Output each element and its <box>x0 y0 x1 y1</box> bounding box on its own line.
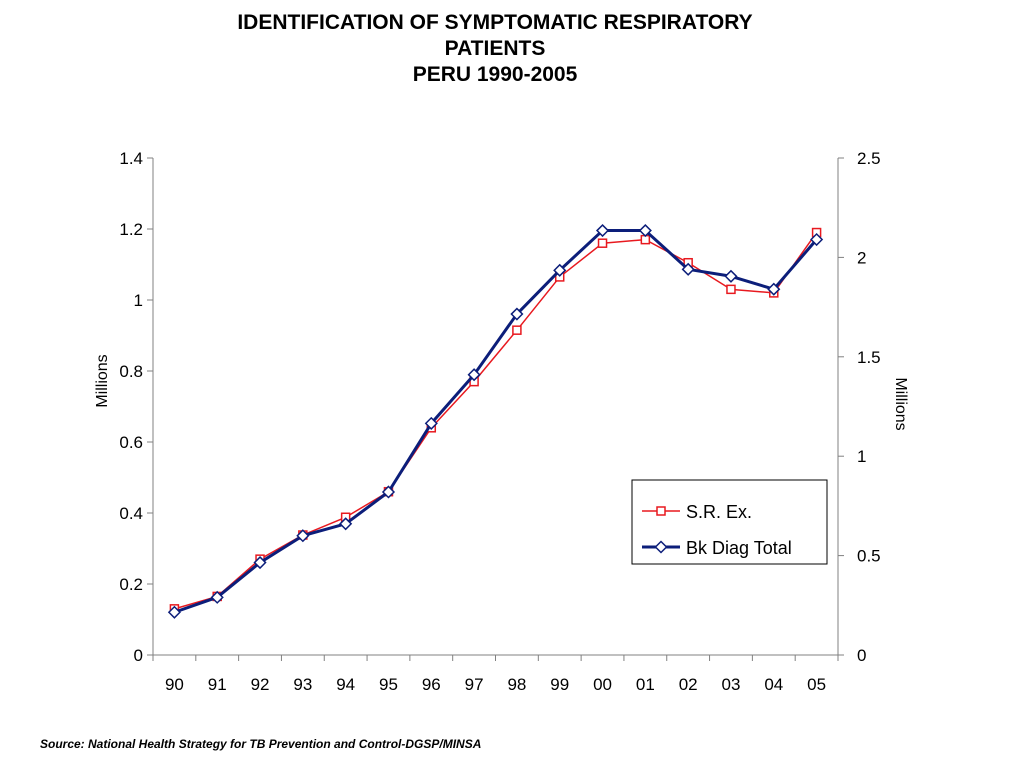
chart-title-line-2: PATIENTS <box>444 37 546 60</box>
data-point-bk-diag-total <box>681 262 695 276</box>
legend-marker <box>654 540 668 554</box>
axes: 0 0.2 0.4 0.6 0.8 1 1.2 1.4 0 0.5 1 1.5 2 2.5 90 91 92 93… <box>94 149 909 694</box>
x-tick-label: 90 <box>165 675 184 694</box>
data-point-bk-diag-total <box>724 269 738 283</box>
data-point-bk-diag-total <box>810 232 824 247</box>
x-tick-label: 00 <box>593 675 612 694</box>
right-y-tick-label: 0 <box>857 646 866 665</box>
data-point-bk-diag-total <box>767 282 781 296</box>
chart-title: IDENTIFICATION OF SYMPTOMATIC RESPIRATOR… <box>0 10 990 88</box>
left-y-tick-label: 0.8 <box>119 362 143 381</box>
left-y-tick-label: 1.4 <box>119 149 143 168</box>
data-point-bk-diag-total <box>638 224 652 238</box>
right-y-tick-label: 0.5 <box>857 547 881 566</box>
x-tick-label: 91 <box>208 675 227 694</box>
x-tick-label: 92 <box>251 675 270 694</box>
legend-label: S.R. Ex. <box>686 502 752 522</box>
series-layer <box>167 224 824 619</box>
x-tick-label: 03 <box>722 675 741 694</box>
data-point-bk-diag-total <box>553 263 567 277</box>
x-tick-label: 04 <box>764 675 783 694</box>
x-tick-label: 98 <box>507 675 526 694</box>
left-y-tick-label: 0.6 <box>119 433 143 452</box>
series-line-sr-ex <box>174 232 818 610</box>
data-point-bk-diag-total <box>296 529 310 543</box>
right-y-tick-label: 2.5 <box>857 149 881 168</box>
x-tick-label: 05 <box>807 675 826 694</box>
data-point-bk-diag-total <box>595 224 610 238</box>
chart-title-line-1: IDENTIFICATION OF SYMPTOMATIC RESPIRATOR… <box>237 11 753 34</box>
left-y-tick-label: 0.2 <box>119 575 143 594</box>
data-point-sr-ex <box>726 284 736 295</box>
right-y-tick-label: 1.5 <box>857 348 881 367</box>
data-point-bk-diag-total <box>510 307 524 321</box>
chart-title-line-3: PERU 1990-2005 <box>412 63 578 86</box>
left-y-tick-label: 1.2 <box>119 220 143 239</box>
data-point-sr-ex <box>512 325 522 335</box>
right-y-tick-label: 1 <box>857 447 866 466</box>
x-tick-label: 02 <box>679 675 698 694</box>
right-y-axis-label: Millions <box>892 377 909 430</box>
legend-marker <box>656 506 666 516</box>
data-point-bk-diag-total <box>253 555 267 570</box>
left-y-axis-label: Millions <box>94 354 111 407</box>
legend: S.R. Ex. Bk Diag Total <box>631 479 828 565</box>
x-tick-label: 95 <box>379 675 398 694</box>
data-point-bk-diag-total <box>467 368 481 382</box>
left-y-tick-label: 0 <box>134 646 143 665</box>
data-point-bk-diag-total <box>339 517 353 531</box>
data-point-bk-diag-total <box>424 416 438 430</box>
x-tick-label: 01 <box>636 675 655 694</box>
series-line-bk-diag-total <box>173 229 818 614</box>
data-point-bk-diag-total <box>381 485 396 499</box>
left-y-tick-label: 0.4 <box>119 504 143 523</box>
x-tick-label: 99 <box>550 675 569 694</box>
data-point-bk-diag-total <box>210 590 224 604</box>
left-y-tick-label: 1 <box>134 291 143 310</box>
right-y-tick-label: 2 <box>857 248 866 267</box>
x-tick-label: 94 <box>336 675 355 694</box>
x-tick-label: 97 <box>465 675 484 694</box>
source-note: Source: National Health Strategy for TB … <box>40 737 482 751</box>
data-point-sr-ex <box>597 238 608 248</box>
x-tick-label: 96 <box>422 675 441 694</box>
legend-label: Bk Diag Total <box>686 538 792 558</box>
x-tick-label: 93 <box>293 675 312 694</box>
data-point-bk-diag-total <box>167 605 181 619</box>
